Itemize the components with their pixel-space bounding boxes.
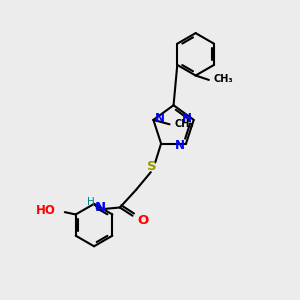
Text: N: N: [94, 201, 106, 214]
Text: CH₃: CH₃: [174, 119, 194, 129]
Text: N: N: [182, 112, 192, 125]
Text: HO: HO: [36, 204, 56, 217]
Text: CH₃: CH₃: [213, 74, 233, 84]
Text: N: N: [155, 112, 165, 125]
Text: O: O: [137, 214, 149, 227]
Text: H: H: [87, 197, 95, 208]
Text: N: N: [175, 139, 185, 152]
Text: S: S: [147, 160, 157, 173]
